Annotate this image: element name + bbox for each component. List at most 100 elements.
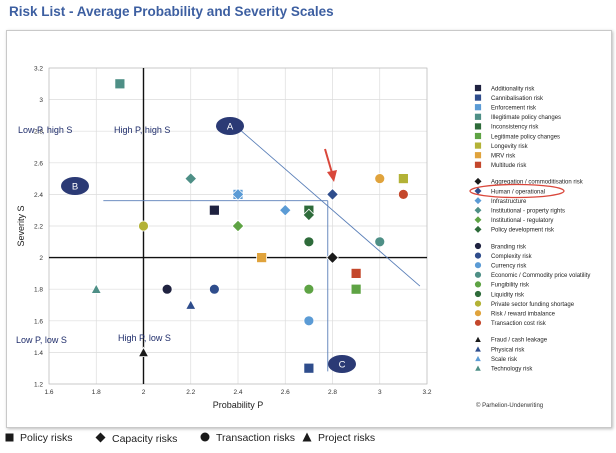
legend-label-infrastructure: Infrastructure bbox=[491, 199, 527, 205]
point-policy-development-risk bbox=[302, 208, 316, 222]
legend-marker-infrastructure bbox=[473, 196, 483, 206]
legend-marker-multitude-risk bbox=[474, 160, 482, 169]
point-complexity-risk bbox=[208, 283, 220, 295]
x-tick-label: 2 bbox=[142, 389, 146, 396]
annotation-badge bbox=[61, 177, 89, 195]
diamond-icon bbox=[95, 432, 106, 443]
triangle-icon bbox=[302, 432, 312, 442]
line-a bbox=[237, 127, 421, 287]
legend-label-transaction-cost-risk: Transaction cost risk bbox=[491, 321, 547, 327]
shape-legend-project-label: Project risks bbox=[318, 432, 376, 444]
shape-legend: Policy risks Capacity risks Transaction … bbox=[0, 432, 616, 452]
annotation-label: C bbox=[339, 360, 346, 371]
point-human-operational bbox=[326, 188, 339, 201]
legend-marker-additionality-risk bbox=[474, 84, 482, 92]
point-institutional-property-rights bbox=[184, 172, 198, 185]
legend-marker-enforcement-risk bbox=[474, 103, 482, 112]
quadrant-label-high-p-low-s: High P, low S bbox=[118, 333, 171, 343]
plot-border bbox=[48, 67, 428, 385]
legend-marker-economic-commodity-price-volatility bbox=[474, 270, 482, 279]
annotation-badge bbox=[328, 355, 356, 373]
shape-legend-policy-label: Policy risks bbox=[20, 432, 73, 444]
x-tick-label: 2.6 bbox=[281, 389, 290, 396]
annotations: Low P, high S High P, high S Low P, low S H… bbox=[16, 117, 356, 373]
legend-marker-physical-risk bbox=[473, 344, 483, 353]
point-infrastructure bbox=[231, 188, 245, 201]
x-tick-label: 2.8 bbox=[328, 389, 337, 396]
point-additionality-risk bbox=[208, 204, 220, 216]
point-legitimate-policy-changes bbox=[350, 283, 362, 295]
square-icon bbox=[5, 433, 14, 442]
shape-legend-project: Project risks bbox=[302, 432, 375, 444]
shape-legend-transaction-label: Transaction risks bbox=[216, 432, 295, 444]
point-transaction-cost-risk bbox=[397, 188, 409, 200]
point-fungibility-risk bbox=[303, 283, 315, 295]
x-tick-label: 2.4 bbox=[233, 389, 242, 396]
highlight-ellipse bbox=[469, 183, 565, 199]
shape-legend-transaction: Transaction risks bbox=[200, 432, 295, 444]
point-fraud-cash-leakage bbox=[137, 346, 150, 358]
circle-icon bbox=[200, 432, 210, 442]
point-risk-reward-imbalance bbox=[374, 173, 386, 185]
point-illegitimate-policy-changes bbox=[114, 78, 126, 90]
legend-marker-institutional-regulatory bbox=[473, 215, 483, 225]
legend-label-private-sector-funding-shortage: Private sector funding shortage bbox=[491, 302, 575, 308]
legend-marker-longevity-risk bbox=[474, 141, 482, 150]
shape-legend-capacity-label: Capacity risks bbox=[112, 433, 178, 445]
y-tick-label: 1.4 bbox=[34, 350, 43, 357]
legend-marker-risk-reward-imbalance bbox=[474, 309, 482, 318]
guide-lines bbox=[49, 68, 427, 384]
legend-label-human-operational: Human / operational bbox=[491, 189, 545, 195]
legend-label-economic-commodity-price-volatility: Economic / Commodity price volatility bbox=[491, 273, 590, 279]
legend-marker-fungibility-risk bbox=[474, 280, 482, 289]
point-private-sector-funding-shortage bbox=[138, 220, 149, 232]
legend-label-fungibility-risk: Fungibility risk bbox=[491, 283, 530, 289]
y-tick-label: 1.8 bbox=[34, 287, 43, 294]
x-tick-label: 2.2 bbox=[186, 389, 195, 396]
annotation-label: B bbox=[72, 182, 78, 193]
legend-marker-legitimate-policy-changes bbox=[474, 132, 482, 140]
y-tick-label: 2.4 bbox=[34, 192, 43, 199]
point-multitude-risk bbox=[350, 267, 362, 279]
highlight-arrow-head bbox=[327, 170, 337, 182]
legend-label-technology-risk: Technology risk bbox=[491, 367, 533, 373]
point-cannibalisation-risk bbox=[303, 362, 315, 374]
legend-label-policy-development-risk: Policy development risk bbox=[491, 228, 555, 234]
shape-legend-policy: Policy risks bbox=[5, 432, 73, 444]
legend-label-legitimate-policy-changes: Legitimate policy changes bbox=[491, 134, 560, 140]
legend-label-illegitimate-policy-changes: Illegitimate policy changes bbox=[491, 115, 561, 121]
legend-marker-illegitimate-policy-changes bbox=[474, 112, 482, 121]
annotation-label: A bbox=[227, 122, 234, 133]
annotation-badge bbox=[216, 117, 244, 135]
quadrant-label-low-p-high-s: Low P, high S bbox=[18, 125, 72, 135]
legend-marker-private-sector-funding-shortage bbox=[474, 299, 482, 308]
legend-marker-mrv-risk bbox=[474, 151, 482, 160]
y-tick-label: 1.6 bbox=[34, 318, 43, 325]
point-economic-commodity-price-volatility bbox=[374, 236, 386, 248]
legend-label-scale-risk: Scale risk bbox=[491, 357, 518, 363]
legend-label-enforcement-risk: Enforcement risk bbox=[491, 106, 537, 112]
legend-marker-complexity-risk bbox=[474, 251, 482, 260]
data-points bbox=[90, 78, 409, 374]
legend-marker-aggregation-commoditisation-risk bbox=[473, 176, 483, 186]
point-physical-risk bbox=[185, 299, 197, 310]
legend-label-risk-reward-imbalance: Risk / reward imbalance bbox=[491, 312, 556, 318]
point-longevity-risk bbox=[397, 173, 409, 185]
legend-marker-currency-risk bbox=[474, 261, 482, 270]
page-title: Risk List - Average Probability and Seve… bbox=[9, 4, 334, 19]
point-technology-risk bbox=[90, 283, 102, 294]
legend-marker-cannibalisation-risk bbox=[474, 93, 482, 102]
legend-label-institutional-regulatory: Institutional - regulatory bbox=[491, 218, 553, 224]
quadrant-label-high-p-high-s: High P, high S bbox=[114, 125, 170, 135]
legend-marker-technology-risk bbox=[473, 363, 483, 372]
legend-label-cannibalisation-risk: Cannibalisation risk bbox=[491, 96, 544, 102]
point-infrastructure bbox=[278, 203, 292, 217]
x-tick-label: 3.2 bbox=[422, 389, 431, 396]
y-tick-label: 3.2 bbox=[34, 66, 43, 73]
legend-marker-inconsistency-risk bbox=[474, 122, 482, 131]
y-axis-label: Severity S bbox=[16, 205, 26, 246]
y-tick-label: 1.2 bbox=[34, 382, 43, 389]
x-tick-label: 3 bbox=[378, 389, 382, 396]
legend-label-fraud-cash-leakage: Fraud / cash leakage bbox=[491, 338, 548, 344]
legend-label-aggregation-commoditisation-risk: Aggregation / commoditisation risk bbox=[491, 180, 584, 186]
